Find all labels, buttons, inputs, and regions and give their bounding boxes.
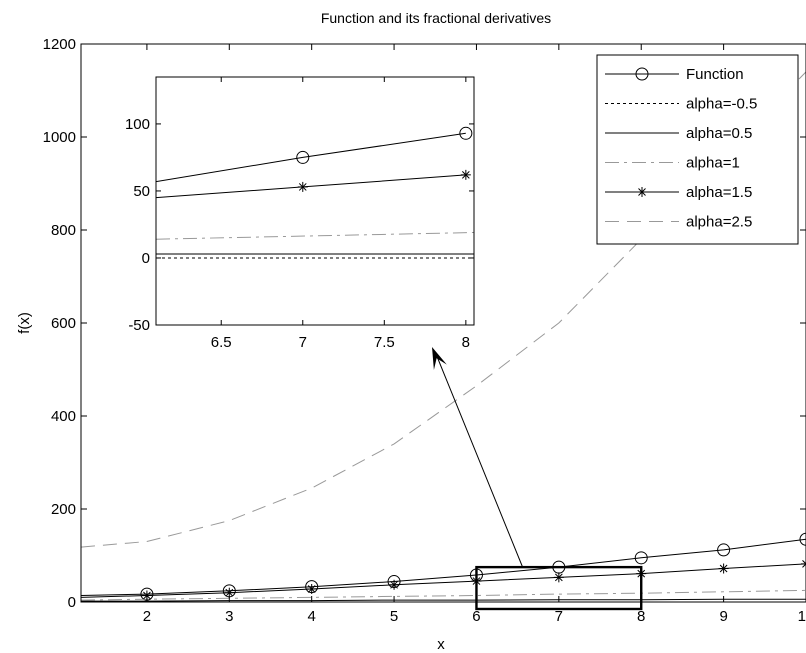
x-tick-label-3: 5	[390, 608, 398, 625]
inset-x-tick-label-1: 7	[299, 334, 307, 351]
legend-entry-1: alpha=-0.5	[605, 96, 757, 113]
inset-series-0-point-0	[296, 150, 310, 164]
legend-label-1: alpha=-0.5	[686, 96, 757, 113]
x-axis-title: x	[437, 636, 445, 653]
inset-plot: 6.5 7 7.5 8 -50 0 50 100	[125, 76, 475, 351]
zoom-arrow-head	[432, 347, 447, 371]
inset-x-tick-label-2: 7.5	[374, 334, 395, 351]
legend: Function alpha=-0.5 alpha=0.5 alpha=1 alpha=…	[596, 54, 799, 245]
inset-x-tick-label-3: 8	[462, 334, 470, 351]
series-0-point-8	[717, 543, 731, 557]
legend-entry-4: alpha=1.5	[605, 184, 752, 201]
legend-label-2: alpha=0.5	[686, 125, 752, 142]
x-tick-label-1: 3	[225, 608, 233, 625]
x-tick-label-5: 7	[555, 608, 563, 625]
inset-y-tick-label-2: 50	[133, 183, 150, 200]
series-4-point-8	[718, 563, 729, 574]
series-line-0	[81, 538, 806, 596]
inset-background	[156, 77, 474, 325]
x-tick-label-0: 2	[143, 608, 151, 625]
y-tick-label-4: 800	[51, 222, 76, 239]
inset-series-4-point-1	[460, 169, 471, 180]
x-tick-label-7: 9	[719, 608, 727, 625]
zoom-region-box	[475, 565, 643, 611]
x-tick-label-6: 8	[637, 608, 645, 625]
series-2	[81, 598, 806, 602]
inset-x-tick-label-0: 6.5	[211, 334, 232, 351]
legend-entry-0: Function	[605, 66, 744, 83]
y-tick-label-6: 1200	[43, 36, 76, 53]
inset-series-4-point-0	[297, 181, 308, 192]
y-tick-label-0: 0	[68, 594, 76, 611]
series-4	[81, 558, 806, 601]
series-3	[81, 589, 806, 601]
series-4-point-4	[389, 579, 400, 590]
main-plot-area: 2345678910020040060080010001200	[43, 36, 806, 625]
chart-title: Function and its fractional derivatives	[321, 10, 551, 26]
y-tick-label-2: 400	[51, 408, 76, 425]
y-tick-label-3: 600	[51, 315, 76, 332]
x-tick-label-8: 10	[798, 608, 806, 625]
legend-label-3: alpha=1	[686, 155, 740, 172]
series-4-point-3	[306, 583, 317, 594]
series-line-4	[81, 563, 806, 598]
inset-y-tick-label-3: 100	[125, 116, 150, 133]
y-tick-label-1: 200	[51, 501, 76, 518]
inset-series-0	[156, 126, 473, 183]
y-tick-label-5: 1000	[43, 129, 76, 146]
legend-entry-3: alpha=1	[605, 155, 740, 172]
legend-marker-4	[637, 187, 647, 197]
legend-label-0: Function	[686, 66, 744, 83]
series-4-point-2	[224, 587, 235, 598]
legend-label-4: alpha=1.5	[686, 184, 752, 201]
inset-series-line-0	[156, 132, 466, 183]
legend-label-5: alpha=2.5	[686, 214, 752, 231]
legend-entry-5: alpha=2.5	[605, 214, 752, 231]
zoom-arrow-line	[435, 353, 524, 568]
zoom-indicator	[432, 347, 643, 611]
series-0-point-7	[634, 551, 648, 565]
x-tick-label-4: 6	[472, 608, 480, 625]
inset-y-tick-label-0: -50	[128, 317, 150, 334]
inset-series-0-point-1	[459, 126, 473, 140]
series-4-point-9	[801, 558, 806, 569]
legend-box	[596, 54, 799, 245]
series-4-point-6	[553, 572, 564, 583]
inset-series-layer	[156, 126, 474, 259]
series-line-3	[81, 589, 806, 601]
x-tick-label-2: 4	[308, 608, 316, 625]
legend-marker-0	[635, 67, 649, 81]
inset-series-4	[156, 169, 471, 199]
series-line-2	[81, 598, 806, 602]
legend-entry-2: alpha=0.5	[605, 125, 752, 142]
series-0-point-9	[799, 532, 806, 546]
inset-frame	[155, 76, 475, 326]
inset-y-tick-label-1: 0	[142, 250, 150, 267]
y-axis-title: f(x)	[16, 312, 33, 334]
